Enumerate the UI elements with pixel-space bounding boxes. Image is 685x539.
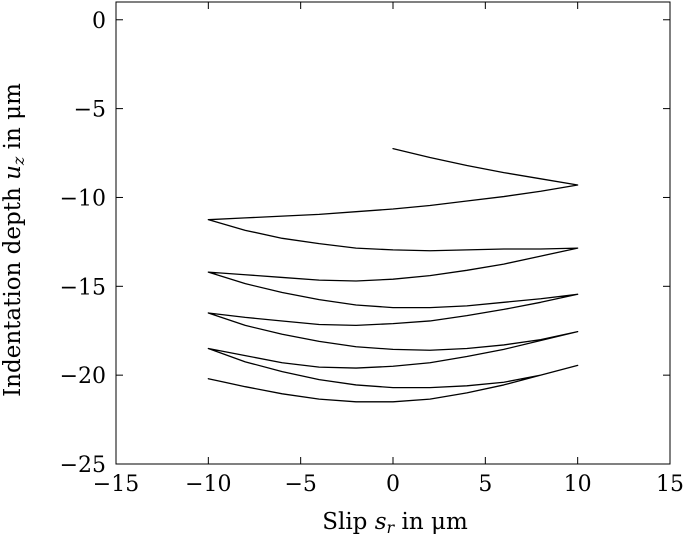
y-tick-label: 0 [92, 9, 106, 34]
y-axis-label: Indentation depth uz in μm [0, 83, 28, 397]
y-tick-label: −5 [74, 98, 106, 123]
y-tick-label: −25 [60, 453, 106, 478]
x-tick-labels: −15 −10 −5 0 5 10 15 [93, 472, 684, 497]
x-tick-label: 15 [656, 472, 684, 497]
x-tick-label: 0 [386, 472, 400, 497]
y-tick-labels: 0 −5 −10 −15 −20 −25 [60, 9, 106, 478]
y-tick-label: −10 [60, 186, 106, 211]
plot-area [115, 1, 671, 465]
x-tick-label: −15 [93, 472, 139, 497]
y-tick-label: −15 [60, 275, 106, 300]
x-tick-label: −5 [284, 472, 316, 497]
x-tick-label: 10 [564, 472, 592, 497]
plot-frame [115, 1, 671, 465]
x-axis-label: Slip sr in μm [322, 509, 468, 537]
y-tick-label: −20 [60, 364, 106, 389]
x-tick-label: 5 [478, 472, 492, 497]
series-line-1 [207, 147, 579, 403]
axis-ticks [115, 2, 671, 465]
x-tick-label: −10 [185, 472, 231, 497]
